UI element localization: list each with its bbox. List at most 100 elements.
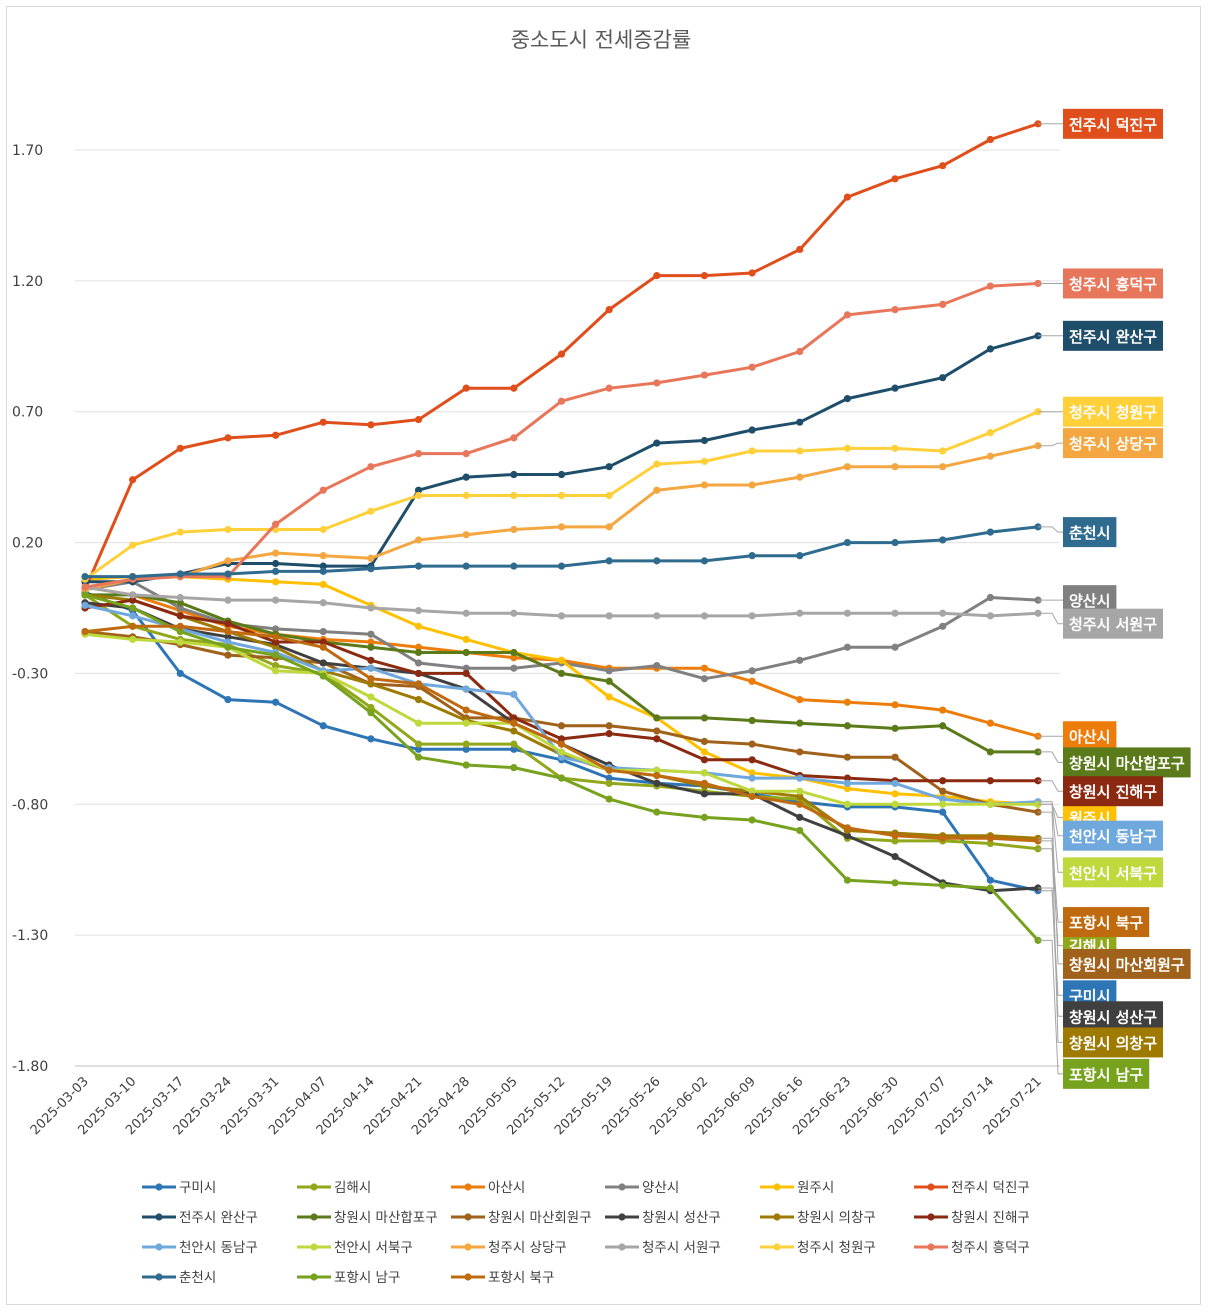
end-label-box: [1063, 857, 1164, 888]
data-point: [462, 491, 470, 500]
legend-label: 전주시 덕진구: [951, 1180, 1030, 1196]
end-label: 천안시 동남구: [1038, 801, 1164, 851]
data-point: [700, 714, 709, 722]
data-point: [414, 680, 423, 688]
data-point: [748, 756, 756, 764]
data-point: [986, 748, 994, 756]
data-point: [462, 384, 470, 392]
data-point: [319, 552, 327, 560]
legend-item: 청주시 흥덕구: [914, 1240, 1030, 1256]
data-point: [557, 740, 566, 748]
data-point: [605, 523, 613, 531]
data-point: [510, 434, 518, 442]
data-point: [605, 463, 613, 471]
data-point: [891, 175, 899, 183]
data-point: [700, 371, 709, 379]
data-point: [843, 311, 852, 319]
legend-swatch-marker: [927, 1213, 935, 1221]
data-point: [986, 777, 994, 785]
end-label: 전주시 완산구: [1038, 320, 1164, 351]
data-point: [748, 816, 756, 824]
series-5: [81, 120, 1042, 594]
end-label-text: 청주시 서원구: [1069, 616, 1157, 634]
data-point: [319, 567, 327, 575]
data-point: [891, 444, 899, 452]
data-point: [939, 162, 947, 170]
end-label-box: [1063, 820, 1164, 851]
data-point: [510, 745, 518, 753]
data-point: [557, 397, 566, 405]
legend-swatch-marker: [773, 1213, 781, 1221]
data-point: [796, 245, 804, 254]
data-point: [224, 627, 232, 636]
y-tick-layer: 1.70 1.20 0.70 0.20 -0.30 -0.80 -1.30 -1.80: [12, 143, 48, 1075]
legend-item: 창원시 마산합포구: [297, 1210, 438, 1226]
data-point: [557, 523, 566, 531]
end-label-text: 전주시 완산구: [1069, 328, 1157, 346]
data-point: [272, 625, 280, 633]
data-point: [986, 452, 994, 460]
data-point: [272, 567, 280, 575]
data-point: [605, 306, 613, 314]
data-point: [557, 669, 566, 678]
data-point: [272, 643, 280, 651]
data-point: [748, 769, 756, 777]
series-14: [81, 442, 1042, 594]
data-point: [176, 622, 184, 630]
data-point: [796, 347, 804, 356]
data-point: [700, 779, 709, 787]
end-label: 청주시 청원구: [1038, 396, 1164, 427]
data-point: [319, 722, 327, 730]
data-point: [414, 696, 423, 704]
data-point: [129, 596, 137, 604]
series-20: [81, 622, 1042, 845]
data-point: [414, 491, 423, 500]
data-point: [557, 735, 566, 743]
end-label: 포항시 북구: [1038, 840, 1150, 938]
data-point: [414, 648, 423, 657]
legend-label: 전주시 완산구: [179, 1210, 258, 1226]
end-label-box: [1063, 1058, 1150, 1089]
data-point: [748, 774, 756, 782]
data-point: [653, 379, 661, 387]
legend-item: 창원시 진해구: [914, 1210, 1030, 1226]
data-point: [129, 541, 137, 549]
data-point: [796, 813, 804, 821]
data-point: [891, 790, 899, 798]
data-point: [700, 436, 709, 445]
end-label-text: 천안시 동남구: [1069, 828, 1157, 846]
legend-label: 춘천시: [179, 1270, 216, 1286]
legend-label: 원주시: [797, 1180, 834, 1196]
data-point: [367, 643, 375, 651]
data-point: [843, 444, 852, 452]
y-tick-label: -0.30: [12, 666, 48, 682]
data-point: [843, 463, 852, 471]
y-tick-label: 0.70: [12, 405, 43, 421]
legend-item: 포항시 남구: [297, 1270, 400, 1286]
data-point: [700, 457, 709, 466]
data-point: [700, 813, 709, 821]
data-point: [748, 740, 756, 748]
series-18: [81, 523, 1042, 581]
data-point: [319, 643, 327, 651]
data-point: [605, 779, 613, 787]
legend-swatch-marker: [464, 1273, 472, 1281]
series-15: [81, 583, 1042, 620]
data-point: [891, 701, 899, 709]
data-point: [700, 675, 709, 683]
data-point: [891, 463, 899, 471]
end-label: 청주시 서원구: [1038, 608, 1164, 639]
data-point: [653, 735, 661, 743]
data-point: [796, 748, 804, 756]
data-point: [748, 792, 756, 801]
legend-label: 구미시: [179, 1180, 216, 1196]
legend-swatch-marker: [155, 1183, 163, 1191]
data-point: [748, 552, 756, 560]
data-point: [939, 777, 947, 785]
legend-swatch-marker: [310, 1183, 318, 1191]
data-point: [796, 800, 804, 808]
data-point: [414, 536, 423, 544]
data-point: [81, 591, 89, 599]
end-label-box: [1063, 907, 1150, 938]
